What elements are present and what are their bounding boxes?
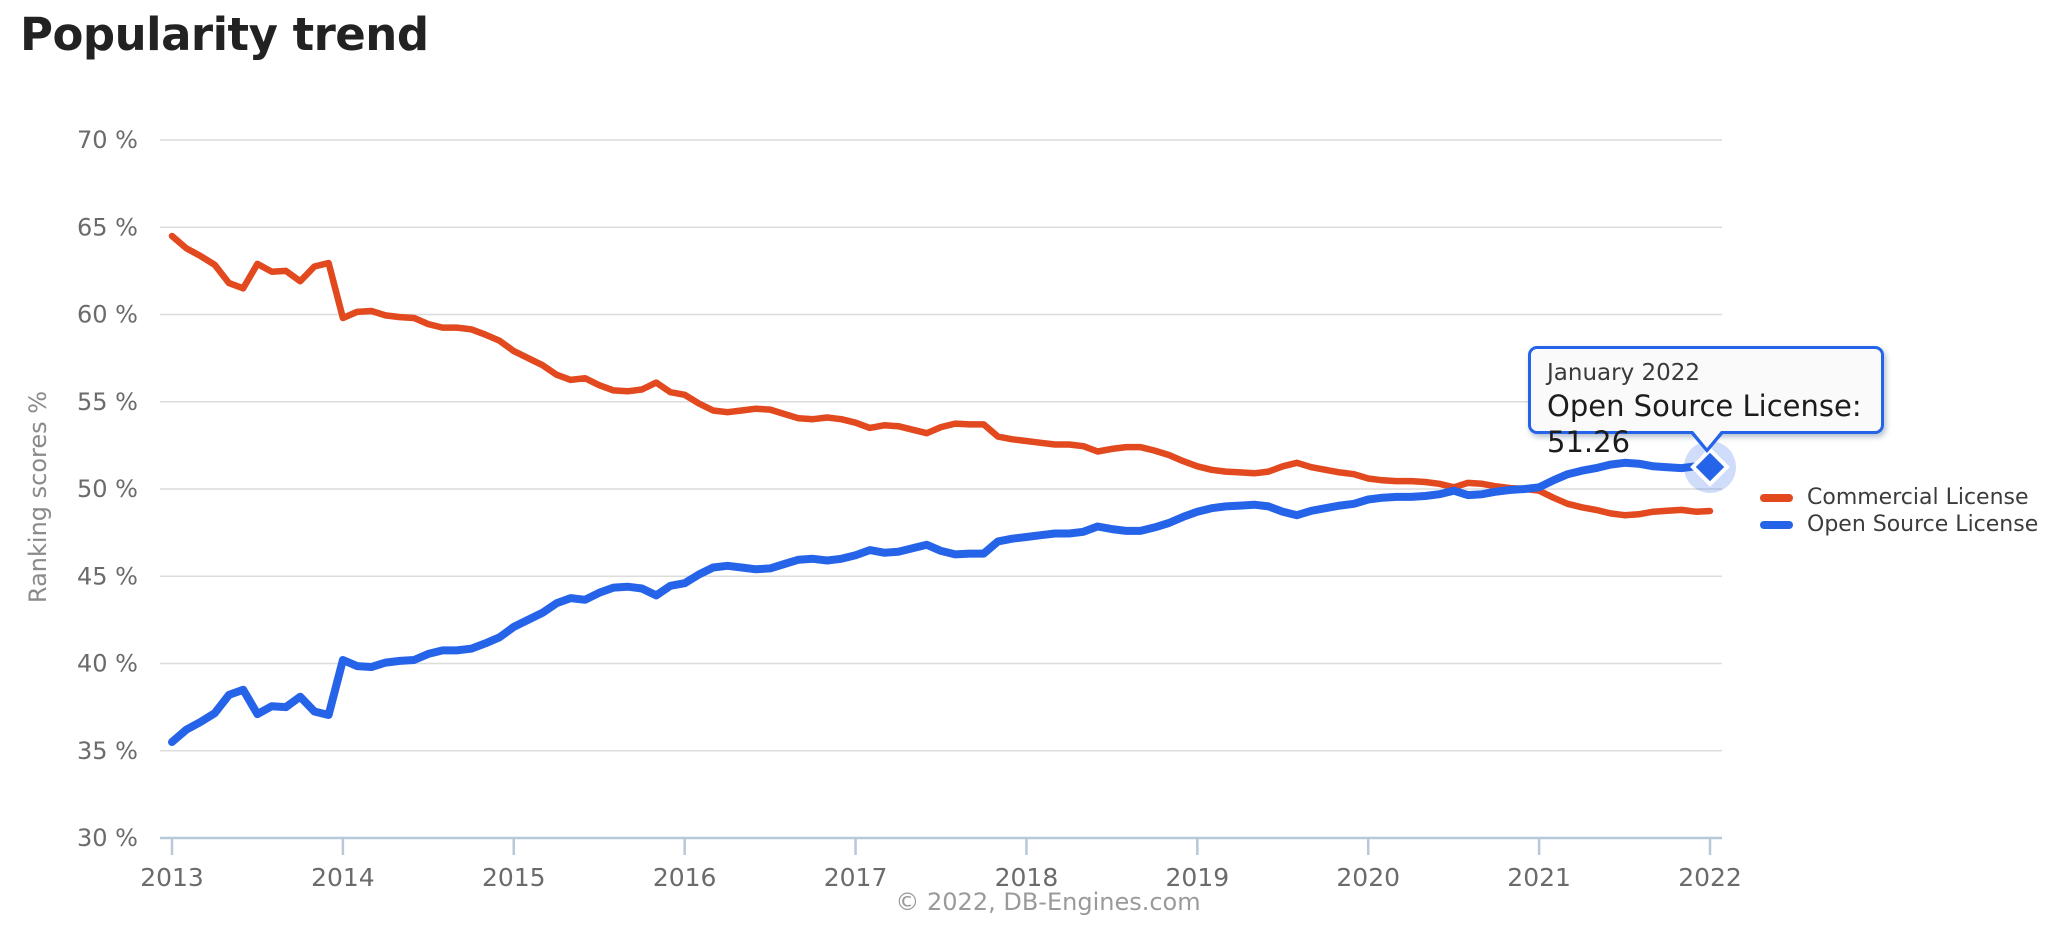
x-tick-label: 2013 <box>140 863 204 892</box>
tooltip-pointer-fill <box>1693 431 1721 448</box>
y-axis-title: Ranking scores % <box>24 391 52 603</box>
x-tick-label: 2022 <box>1678 863 1742 892</box>
y-tick-label: 70 % <box>77 126 138 154</box>
x-axis-ticks <box>170 838 1712 855</box>
y-axis-labels: 70 % 65 % 60 % 55 % 50 % 45 % 40 % 35 % 30 % <box>77 126 138 852</box>
page-title: Popularity trend <box>20 8 429 61</box>
legend-item-commercial-license: Commercial License <box>1760 484 2038 511</box>
hover-point-diamond-marker <box>1690 447 1730 487</box>
y-tick-label: 55 % <box>77 388 138 416</box>
copyright-note: © 2022, DB-Engines.com <box>895 888 1201 916</box>
x-tick-label: 2020 <box>1336 863 1400 892</box>
x-tick-label: 2019 <box>1166 863 1230 892</box>
gridlines <box>160 139 1722 752</box>
open-source-line-swatch-icon <box>1760 520 1793 529</box>
y-tick-label: 60 % <box>77 301 138 329</box>
chart-legend: Commercial License Open Source License <box>1760 484 2038 538</box>
legend-item-open-source-license: Open Source License <box>1760 511 2038 538</box>
legend-label: Open Source License <box>1807 512 2039 537</box>
x-tick-label: 2015 <box>482 863 546 892</box>
x-tick-label: 2018 <box>995 863 1059 892</box>
y-tick-label: 35 % <box>77 737 138 765</box>
y-tick-label: 30 % <box>77 824 138 852</box>
commercial-line-swatch-icon <box>1760 493 1793 502</box>
chart-tooltip: January 2022 Open Source License: 51.26 <box>1528 346 1884 459</box>
x-axis-labels: 2013 2014 2015 2016 2017 2018 2019 2020 2021 2022 <box>140 863 1742 892</box>
series-line-open-source-license[interactable] <box>168 458 1714 746</box>
x-tick-label: 2017 <box>824 863 888 892</box>
tooltip-series-value: Open Source License: 51.26 <box>1547 389 1862 459</box>
x-tick-label: 2014 <box>311 863 375 892</box>
y-tick-label: 50 % <box>77 475 138 503</box>
x-tick-label: 2016 <box>653 863 717 892</box>
y-tick-label: 45 % <box>77 562 138 590</box>
x-tick-label: 2021 <box>1507 863 1571 892</box>
legend-label: Commercial License <box>1807 485 2029 510</box>
y-tick-label: 40 % <box>77 650 138 678</box>
series-line-commercial-license[interactable] <box>168 232 1714 519</box>
y-tick-label: 65 % <box>77 213 138 241</box>
tooltip-date: January 2022 <box>1547 360 1701 386</box>
